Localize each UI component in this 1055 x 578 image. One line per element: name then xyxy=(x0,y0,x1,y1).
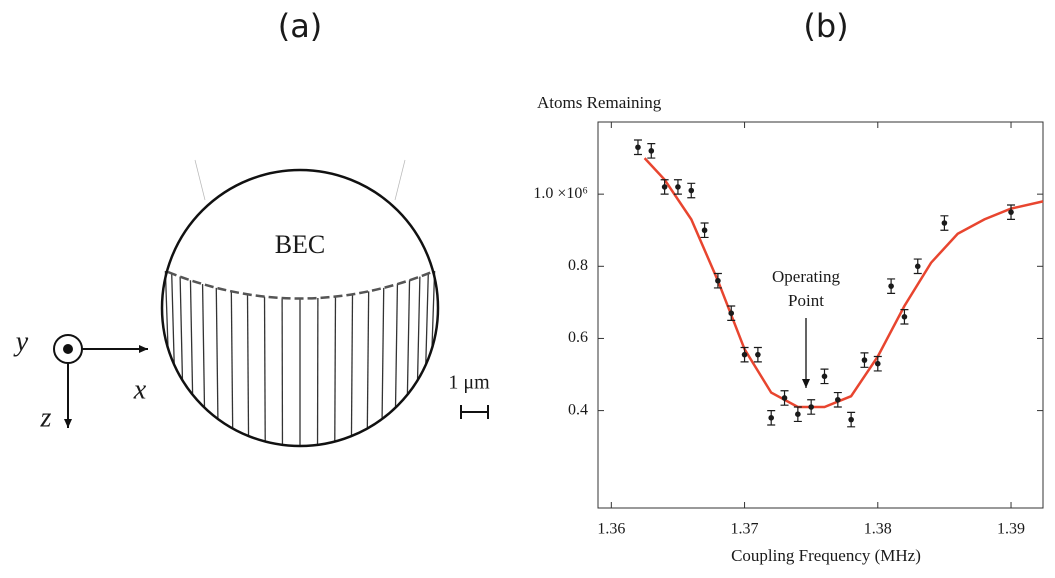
hatch-line xyxy=(201,284,206,408)
y-tick-label: 0.6 xyxy=(568,329,588,346)
hatch-line xyxy=(416,276,421,381)
hatch-line xyxy=(366,291,370,429)
hatch-line xyxy=(263,296,266,442)
data-point xyxy=(821,373,828,380)
data-point xyxy=(715,277,721,284)
data-point xyxy=(701,227,708,234)
guide-line xyxy=(194,159,206,201)
scale-bar xyxy=(460,405,489,419)
data-point xyxy=(768,415,775,421)
data-point xyxy=(755,351,761,358)
data-point xyxy=(808,404,814,410)
hatch-line xyxy=(230,291,234,429)
hatch-line xyxy=(394,284,399,408)
data-point xyxy=(914,263,921,270)
x-tick-label: 1.37 xyxy=(731,521,759,538)
data-point xyxy=(848,416,854,423)
data-point xyxy=(795,411,801,418)
data-point xyxy=(888,283,894,289)
hatch-line xyxy=(246,294,250,437)
hatch-line xyxy=(164,270,169,349)
y-tick-label: 0.4 xyxy=(568,401,588,418)
hatch-line xyxy=(425,273,429,365)
hatch-line xyxy=(189,280,194,395)
data-point xyxy=(675,184,681,190)
data-point xyxy=(781,395,788,401)
bec-outline xyxy=(160,168,440,448)
condensate-edge xyxy=(167,270,433,300)
data-point xyxy=(874,360,881,367)
hatching xyxy=(164,270,436,446)
bec-label: BEC xyxy=(275,230,326,259)
hatch-line xyxy=(381,287,385,419)
plot-frame xyxy=(597,121,1044,509)
hatch-line xyxy=(179,276,184,381)
fit-curve xyxy=(643,157,1044,409)
hatch-line xyxy=(431,270,436,349)
y-axis-dot xyxy=(63,344,73,354)
hatch-line xyxy=(171,273,175,365)
y-tick-label: 0.8 xyxy=(568,257,588,274)
y-label: y xyxy=(13,326,29,357)
guide-line xyxy=(394,159,406,201)
hatch-line xyxy=(406,280,411,395)
x-label: x xyxy=(133,374,147,405)
data-point xyxy=(648,148,655,154)
panel-label: (a) xyxy=(278,7,323,45)
x-tick-label: 1.38 xyxy=(864,521,892,538)
data-point xyxy=(941,220,948,226)
annotation: Point xyxy=(788,291,824,310)
y-axis-title: Atoms Remaining xyxy=(537,93,662,112)
x-tick-label: 1.39 xyxy=(997,521,1025,538)
x-tick-label: 1.36 xyxy=(597,521,625,538)
data-point xyxy=(1008,209,1014,215)
y-tick-label: 1.0 ×10⁶ xyxy=(533,185,588,202)
x-axis-title: Coupling Frequency (MHz) xyxy=(731,546,921,565)
data-point xyxy=(741,351,748,358)
hatch-line xyxy=(350,294,354,437)
hatch-line xyxy=(334,296,337,442)
z-label: z xyxy=(40,402,52,433)
data-point xyxy=(635,144,641,151)
data-point xyxy=(835,396,841,403)
data-point xyxy=(861,357,868,363)
panel-label: (b) xyxy=(803,7,848,45)
data-point xyxy=(688,187,695,194)
data-point xyxy=(901,314,908,320)
data-point xyxy=(661,184,668,190)
scale-bar-label: 1 μm xyxy=(448,372,490,394)
annotation: Operating xyxy=(772,267,840,286)
data-point xyxy=(728,310,735,316)
hatch-line xyxy=(215,287,219,419)
